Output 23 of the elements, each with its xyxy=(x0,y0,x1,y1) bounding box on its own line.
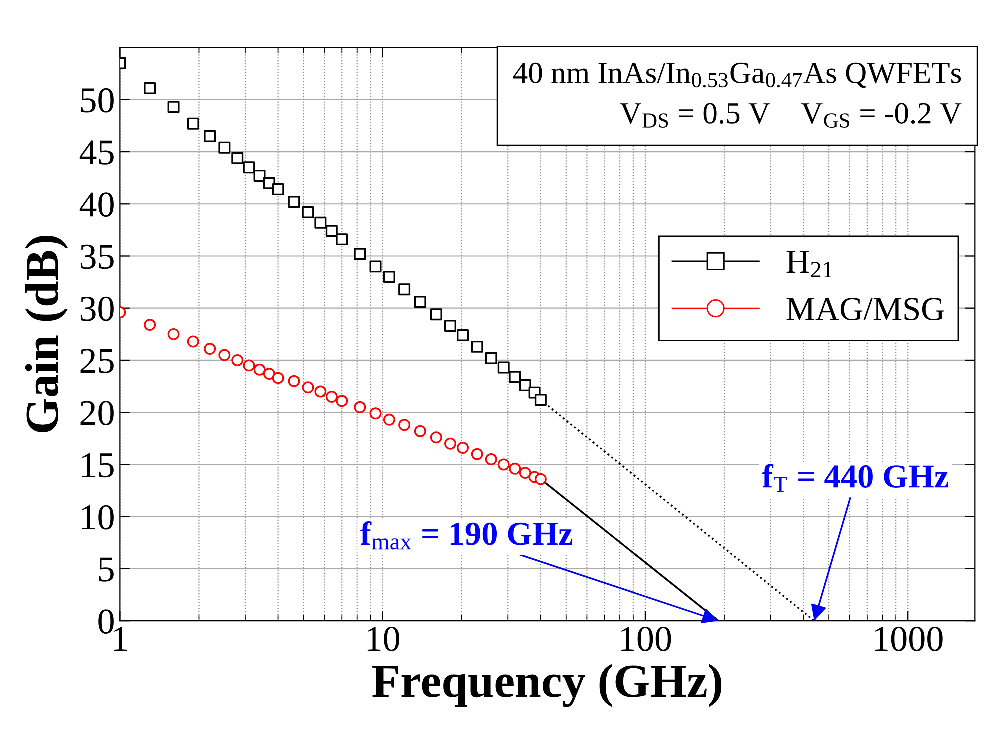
annotation: f$_{T}$ = 440 GHz xyxy=(762,464,948,492)
y-tick-label: 20 xyxy=(80,401,114,426)
y-tick-label: 30 xyxy=(80,296,114,322)
annotation: 40 nm InAs/In$_{0.53}$Ga$_{0.47}$As QWFETs xyxy=(513,62,962,88)
y-tick-label: 0 xyxy=(98,610,114,634)
annotation: f$_{max}$ = 190 GHz xyxy=(360,522,573,550)
y-tick-label: 15 xyxy=(82,453,114,478)
y-tick-label: 45 xyxy=(80,140,114,165)
x-tick-label: 100 xyxy=(622,626,672,652)
y-tick-label: 40 xyxy=(80,192,114,218)
annotation: V$_{DS}$ = 0.5 V V$_{GS}$ = -0.2 V xyxy=(620,103,962,128)
legend-label: H$_{21}$ xyxy=(786,251,832,278)
legend-label: MAG/MSG xyxy=(786,298,944,321)
y-tick-label: 5 xyxy=(99,558,114,582)
y-tick-label: 50 xyxy=(81,88,114,113)
x-tick-label: 1000 xyxy=(875,626,943,652)
y-tick-label: 10 xyxy=(82,505,114,530)
y-tick-label: 35 xyxy=(80,244,114,270)
y-axis-title: Gain (dB) xyxy=(25,236,68,432)
x-axis-title: Frequency (GHz) xyxy=(372,664,722,708)
x-tick-label: 10 xyxy=(368,626,400,652)
x-tick-label: 1 xyxy=(114,627,128,651)
y-tick-label: 25 xyxy=(80,349,114,374)
